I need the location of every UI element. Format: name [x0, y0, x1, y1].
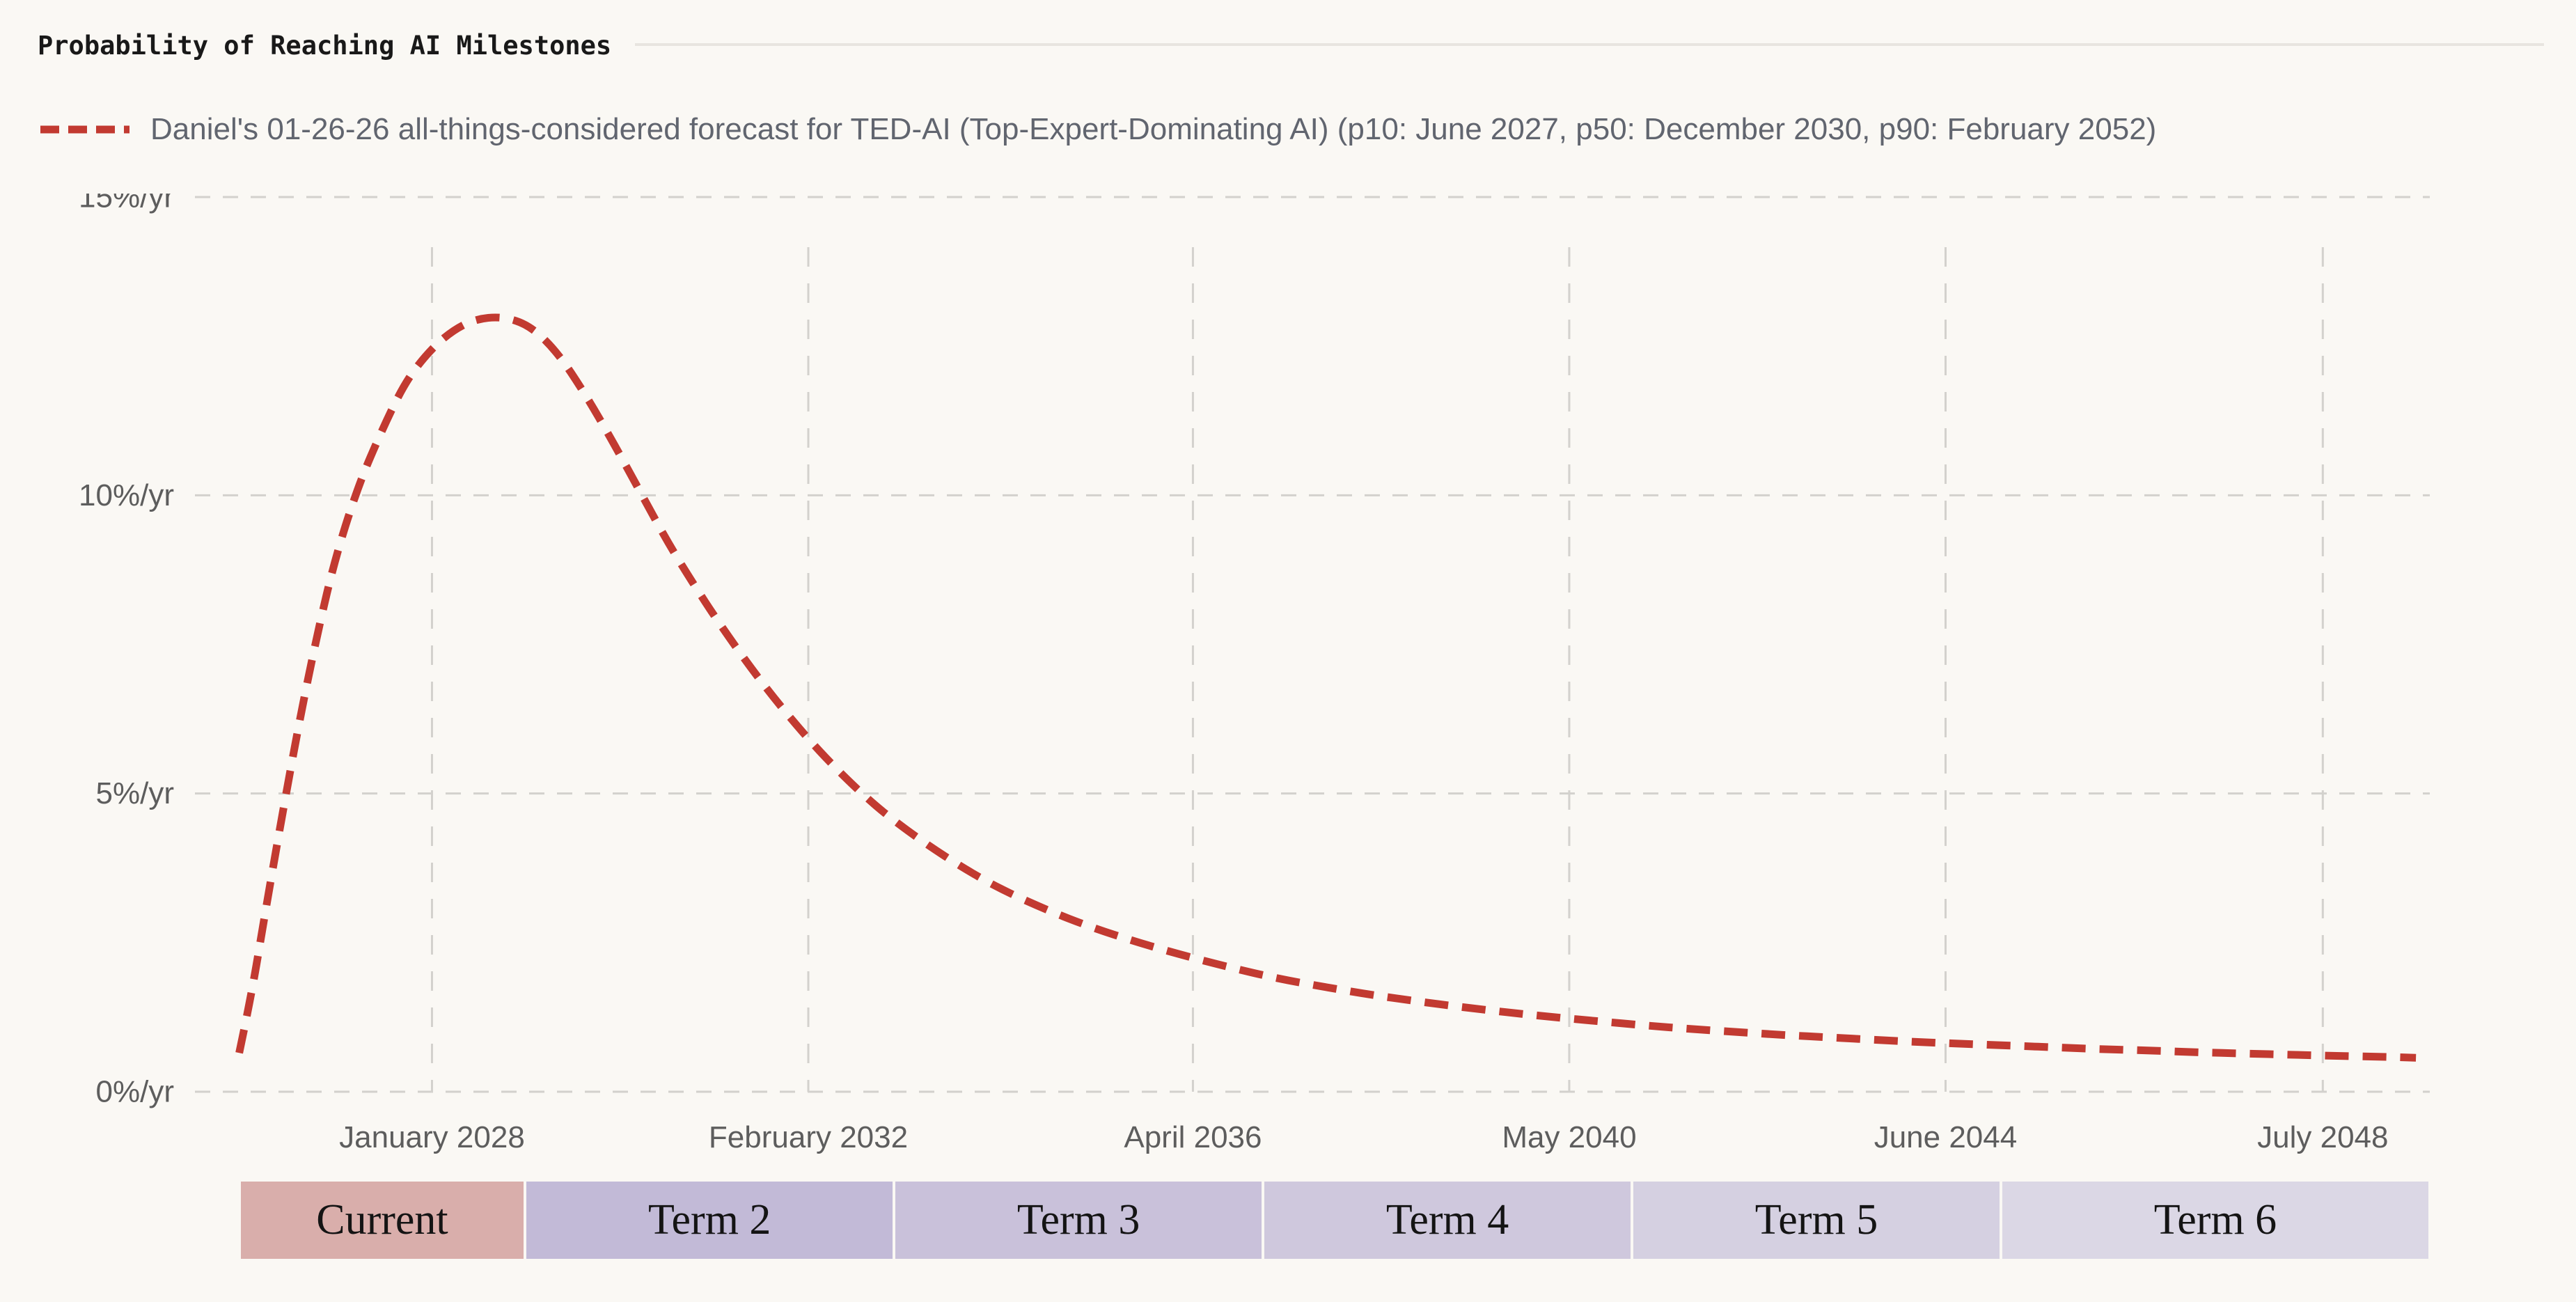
term-segment-current: Current: [240, 1182, 524, 1259]
y-tick-label: 0%/yr: [96, 1075, 174, 1109]
forecast-curve: [235, 313, 2417, 1062]
term-label: Term 2: [648, 1196, 771, 1244]
title-divider-line: [635, 43, 2544, 46]
term-label: Term 6: [2153, 1196, 2277, 1244]
x-tick-label: April 2036: [1124, 1120, 1262, 1154]
x-tick-label: February 2032: [709, 1120, 908, 1154]
x-tick-label: January 2028: [339, 1120, 525, 1154]
legend-item[interactable]: Daniel's 01-26-26 all-things-considered …: [39, 110, 2156, 149]
term-label: Term 3: [1016, 1196, 1140, 1244]
y-tick-label: 5%/yr: [96, 776, 174, 810]
term-segment-term-6: Term 6: [2002, 1182, 2428, 1259]
term-label: Current: [316, 1196, 448, 1244]
forecast-chart-svg: 0%/yr 5%/yr 10%/yr 15%/yr January 2028 Februa…: [79, 194, 2430, 1154]
legend-series-label: Daniel's 01-26-26 all-things-considered …: [150, 112, 2157, 146]
term-label: Term 5: [1754, 1196, 1878, 1244]
term-label: Term 4: [1385, 1196, 1509, 1244]
term-segment-term-3: Term 3: [895, 1182, 1262, 1259]
x-tick-label: May 2040: [1502, 1120, 1636, 1154]
presidential-term-bar: Current Term 2 Term 3 Term 4 Term 5 Term 6: [0, 1182, 2576, 1259]
legend-dash-icon: [40, 125, 129, 134]
term-segment-term-2: Term 2: [526, 1182, 893, 1259]
term-segment-term-5: Term 5: [1633, 1182, 2000, 1259]
y-tick-label: 15%/yr: [79, 194, 174, 214]
y-tick-label: 10%/yr: [79, 478, 174, 512]
term-segment-term-4: Term 4: [1264, 1182, 1631, 1259]
page-title: Probability of Reaching AI Milestones: [38, 31, 612, 61]
x-tick-label: June 2044: [1874, 1120, 2018, 1154]
chart-plot-area: 0%/yr 5%/yr 10%/yr 15%/yr January 2028 Februa…: [0, 194, 2576, 1302]
x-tick-label: July 2048: [2257, 1120, 2388, 1154]
